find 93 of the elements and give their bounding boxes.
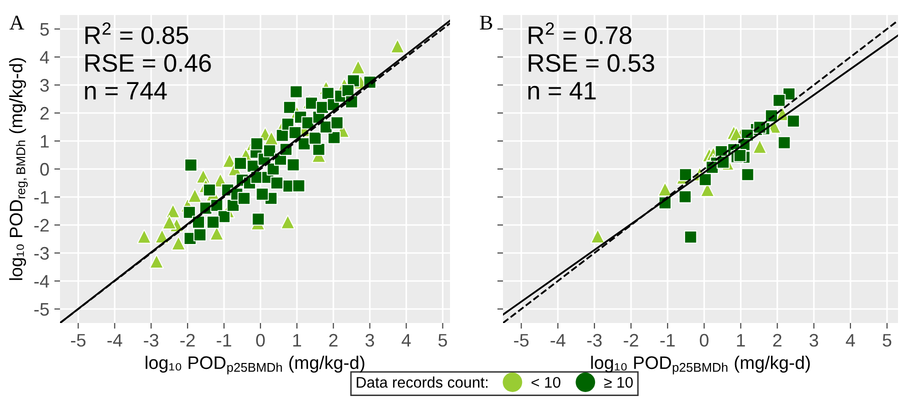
point [390,38,405,54]
point [679,168,692,182]
y-tick-label: 3 [40,78,49,92]
y-tick-label: 1 [40,135,49,148]
point [312,142,326,156]
x-tick-label: 5 [438,334,447,347]
point [280,214,296,230]
point [283,100,296,114]
annotation: R$^{2}$ = 0.78 [528,22,632,44]
legend-label: < 10 [532,376,560,388]
point [590,228,605,244]
point [684,230,698,244]
x-tick-label: 5 [882,334,892,347]
point [328,131,341,144]
point [250,137,264,150]
x-tick-label: -4 [107,334,122,346]
y-tick-label: 0 [40,162,49,176]
point [658,182,672,196]
point [286,158,300,172]
point [149,254,164,269]
point [678,190,692,204]
x-tick-label: 3 [810,334,818,347]
x-tick-label: 1 [293,334,302,346]
x-tick-label: -2 [624,334,638,346]
point [136,229,152,244]
point [238,192,251,205]
x-tick-label: -1 [216,334,232,346]
annotation: n = 744 [85,82,167,100]
point [234,156,247,170]
y-tick-label: -4 [34,275,50,288]
annotation: n = 41 [528,82,596,100]
point [264,130,279,146]
point [193,228,206,242]
x-tick-label: -2 [180,334,195,346]
x-axis-title: log₁₀ POD$_{p25BMDh}$ (mg/kg-d) [591,356,810,374]
x-tick-label: -5 [71,334,86,347]
x-tick-label: 0 [700,334,708,347]
x-tick-label: 4 [402,334,411,346]
annotation: RSE = 0.46 [85,54,211,72]
legend-title: Data records count: [356,376,488,388]
x-tick-label: -5 [514,334,529,347]
y-tick-label: 5 [40,23,49,36]
point [171,236,186,250]
point [162,214,177,230]
y-tick-label: 4 [40,51,50,64]
x-tick-label: 0 [256,334,265,347]
point [288,126,302,140]
point [772,94,786,107]
point [786,114,800,128]
x-tick-label: -3 [587,334,602,347]
point [698,173,712,186]
x-tick-label: -1 [660,334,675,346]
x-tick-label: 4 [846,334,855,346]
chart-title: B [480,16,492,30]
y-tick-label: -3 [34,246,49,260]
point [270,176,284,190]
point [206,216,220,229]
y-tick-label: -1 [34,191,49,204]
point [304,96,318,110]
point [256,188,269,201]
x-tick-label: -3 [144,334,158,347]
point [182,206,196,219]
y-tick-label: 2 [40,106,49,120]
x-tick-label: 1 [737,334,745,346]
x-tick-label: 2 [773,334,782,346]
annotation: R$^{2}$ = 0.85 [85,22,188,44]
point [252,212,265,226]
y-tick-label: -2 [34,218,49,232]
x-tick-label: -4 [550,334,566,346]
point [752,139,768,154]
point [741,168,754,182]
x-tick-label: 2 [329,334,338,346]
point [263,144,276,158]
annotation: RSE = 0.53 [528,54,654,72]
point [734,149,746,162]
x-axis-title: log₁₀ POD$_{p25BMDh}$ (mg/kg-d) [146,356,364,374]
point [778,136,791,150]
point [290,85,303,98]
point [292,179,306,192]
legend-label: ≥ 10 [604,376,633,388]
point [341,84,354,98]
point [202,184,216,196]
point [350,60,366,74]
x-tick-label: 3 [365,334,374,347]
point [184,158,198,172]
point [308,132,322,145]
point [188,188,202,203]
point [330,116,344,130]
point [276,128,289,142]
y-axis-title: log₁₀ POD$_{reg,BMDh}$ (mg/kg-d) [9,58,28,280]
y-tick-label: -5 [34,303,49,316]
point [166,204,180,218]
chart-title: A [10,16,24,30]
